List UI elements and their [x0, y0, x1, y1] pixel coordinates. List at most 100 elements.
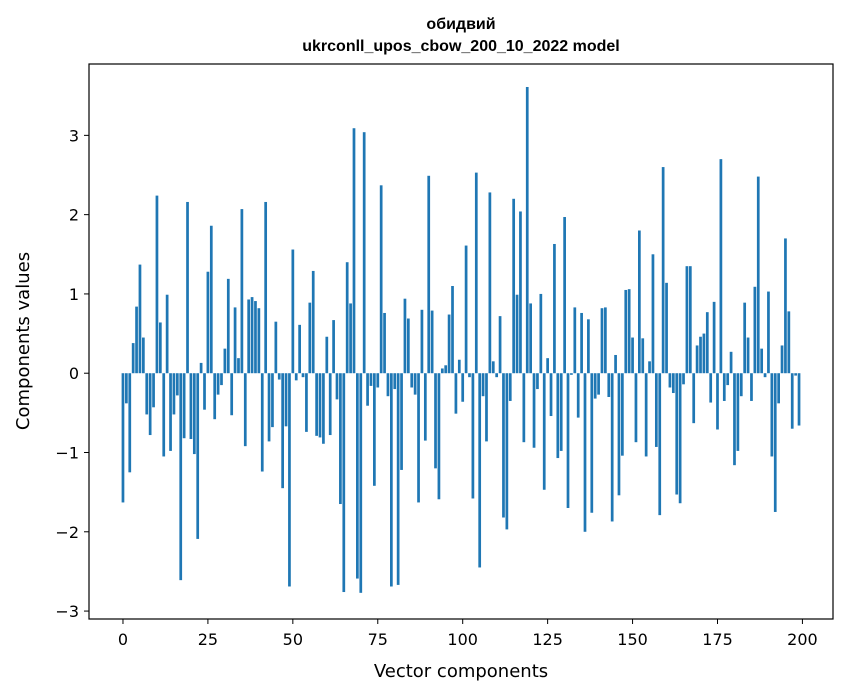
bar-159	[661, 167, 665, 374]
bar-184	[746, 337, 750, 374]
bar-69	[356, 373, 359, 579]
bar-171	[702, 333, 706, 374]
bar-38	[250, 297, 254, 374]
bar-88	[420, 309, 424, 374]
bar-153	[641, 338, 645, 374]
bar-54	[305, 373, 308, 432]
bar-66	[345, 262, 349, 374]
bar-191	[770, 373, 774, 457]
bar-67	[349, 303, 352, 374]
bar-112	[502, 373, 505, 518]
bar-154	[644, 373, 648, 457]
bar-93	[437, 373, 441, 500]
bar-23	[199, 362, 203, 374]
plot-frame	[88, 63, 834, 620]
bar-173	[709, 373, 713, 403]
bar-30	[223, 348, 227, 374]
bar-68	[352, 128, 356, 374]
bar-81	[396, 373, 400, 585]
bar-46	[277, 373, 281, 380]
bar-58	[318, 373, 322, 438]
bar-165	[682, 373, 685, 385]
bar-9	[152, 373, 155, 408]
x-tick-label: 150	[617, 630, 648, 649]
bar-169	[695, 345, 699, 374]
bar-77	[383, 312, 386, 374]
bar-145	[614, 354, 617, 374]
bar-24	[203, 373, 206, 410]
bar-194	[780, 345, 784, 374]
bar-192	[773, 373, 777, 512]
bar-137	[587, 319, 590, 374]
bar-111	[498, 316, 502, 374]
bar-94	[440, 368, 444, 374]
bar-155	[648, 361, 651, 374]
bar-49	[288, 373, 291, 587]
bar-143	[607, 373, 611, 397]
bar-150	[631, 337, 634, 374]
bar-121	[532, 373, 536, 448]
bar-130	[563, 217, 566, 374]
bar-64	[339, 373, 342, 505]
bar-37	[247, 299, 251, 374]
bar-134	[576, 373, 580, 418]
bar-126	[549, 373, 553, 417]
bar-117	[519, 211, 522, 374]
bar-10	[155, 195, 159, 374]
bar-4	[135, 306, 138, 374]
bar-39	[254, 301, 257, 374]
bar-174	[712, 301, 716, 374]
bar-127	[553, 243, 556, 374]
bar-53	[301, 373, 305, 378]
bar-14	[169, 373, 172, 451]
y-tick-label: 3	[69, 126, 79, 145]
bar-8	[148, 373, 152, 436]
y-tick-label: 1	[69, 285, 79, 304]
y-tick-label: 0	[69, 364, 79, 383]
bar-12	[162, 373, 166, 457]
bar-2	[128, 373, 132, 473]
x-axis-label: Vector components	[374, 661, 548, 682]
bar-114	[508, 373, 512, 401]
bar-175	[716, 373, 719, 430]
bar-164	[678, 373, 682, 504]
bar-20	[189, 373, 193, 440]
y-tick-label: 2	[69, 206, 79, 225]
bar-139	[593, 373, 597, 399]
bar-140	[597, 373, 600, 395]
bar-48	[284, 373, 288, 427]
bar-35	[240, 209, 244, 374]
chart-subtitle: ukrconll_upos_cbow_200_10_2022 model	[302, 38, 619, 55]
bar-147	[621, 373, 624, 456]
bar-181	[736, 373, 740, 451]
bar-167	[688, 266, 692, 374]
bar-156	[651, 254, 655, 374]
bar-161	[668, 373, 672, 388]
bar-22	[196, 373, 200, 539]
bar-120	[529, 303, 532, 374]
bar-15	[172, 373, 176, 415]
bar-124	[542, 373, 546, 490]
bar-34	[237, 358, 240, 374]
bar-62	[332, 320, 335, 374]
x-tick-label: 200	[787, 630, 818, 649]
bar-172	[705, 312, 709, 374]
bar-86	[413, 373, 417, 395]
bar-106	[481, 373, 485, 397]
bar-57	[315, 373, 318, 436]
bar-75	[376, 373, 380, 388]
bar-176	[719, 159, 723, 374]
bar-55	[308, 302, 312, 374]
bar-82	[400, 373, 403, 470]
bar-95	[444, 365, 448, 374]
bar-25	[206, 271, 210, 374]
bar-177	[722, 373, 726, 401]
x-tick-label: 50	[283, 630, 303, 649]
bar-76	[379, 185, 383, 374]
bar-18	[182, 373, 186, 439]
bar-160	[665, 282, 668, 374]
bar-83	[403, 298, 407, 374]
x-tick-label: 25	[198, 630, 218, 649]
bar-16	[175, 373, 179, 396]
y-axis-label: Components values	[13, 252, 34, 430]
